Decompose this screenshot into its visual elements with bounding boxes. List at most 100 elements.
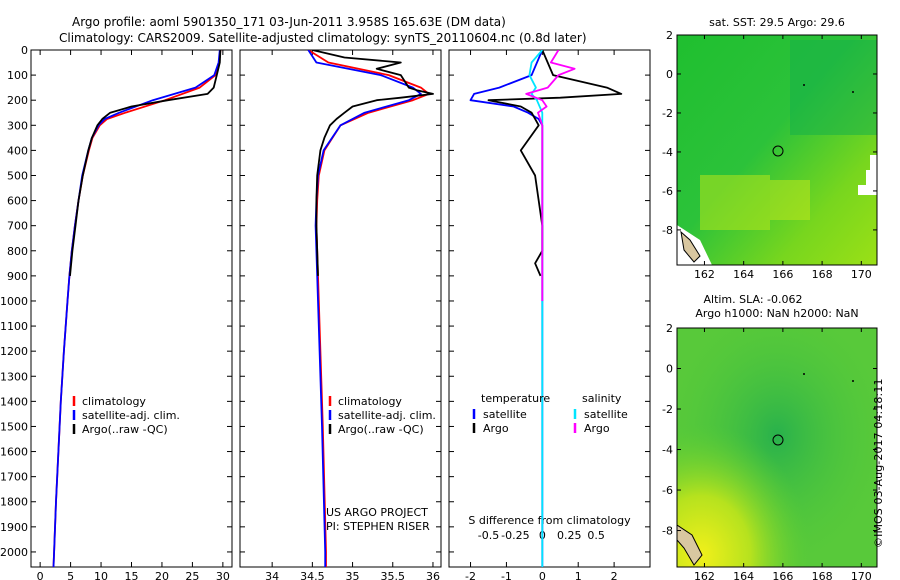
x-tick-label: 162 — [694, 570, 715, 580]
sla-map-subtitle: Argo h1000: NaN h2000: NaN — [695, 307, 858, 320]
map-island-dot — [852, 380, 854, 382]
x-tick-label: -2 — [465, 570, 476, 580]
legend-label: satellite-adj. clim. — [338, 409, 436, 422]
legend-group-title: salinity — [582, 392, 622, 405]
sst-nodata-east — [858, 155, 877, 195]
y-tick-label: 2000 — [0, 546, 28, 559]
sla-map: Altim. SLA: -0.062 Argo h1000: NaN h2000… — [662, 293, 878, 580]
sla-high-region — [677, 328, 877, 567]
x2-tick-label: -0.5 — [478, 529, 499, 542]
y-tick-label: 0 — [666, 363, 673, 376]
sst-warm-patch-2 — [770, 180, 810, 220]
y-tick-label: 900 — [7, 270, 28, 283]
x-tick-label: 1 — [575, 570, 582, 580]
x-tick-label: 0 — [539, 570, 546, 580]
y-tick-label: 100 — [7, 69, 28, 82]
plot-frame — [30, 49, 233, 568]
sst-map-title: sat. SST: 29.5 Argo: 29.6 — [709, 16, 845, 29]
legend-label: climatology — [82, 395, 146, 408]
sst-warm-patch — [700, 175, 770, 230]
plot-frame — [239, 49, 442, 568]
y-tick-label: 0 — [21, 44, 28, 57]
salinity-panel: 3434.53535.536salinityclimatologysatelli… — [239, 49, 442, 580]
series-line-argo-raw-qc — [69, 50, 222, 276]
x2-axis-label: S difference from climatology — [468, 514, 631, 527]
y-tick-label: -6 — [662, 484, 673, 497]
x-tick-label: 164 — [733, 268, 754, 281]
series-line-salinity-argo — [525, 50, 576, 301]
y-tick-label: 300 — [7, 119, 28, 132]
map-island-dot — [803, 373, 805, 375]
y-tick-label: 2 — [666, 29, 673, 42]
temperature-panel: 0100200300400500600700800900100011001200… — [0, 44, 233, 580]
x2-tick-label: 0.25 — [557, 529, 582, 542]
sla-map-title: Altim. SLA: -0.062 — [703, 293, 802, 306]
figure-subtitle: Climatology: CARS2009. Satellite-adjuste… — [59, 31, 587, 45]
legend-label: satellite — [584, 408, 628, 421]
y-tick-label: 1300 — [0, 370, 28, 383]
x2-tick-label: 0.5 — [587, 529, 605, 542]
project-annotation: PI: STEPHEN RISER — [326, 520, 430, 533]
x-tick-label: 34 — [265, 570, 279, 580]
x-tick-label: 36 — [426, 570, 440, 580]
x-tick-label: 5 — [67, 570, 74, 580]
y-tick-label: 1500 — [0, 420, 28, 433]
x-tick-label: 170 — [851, 570, 872, 580]
legend-label: Argo(..raw -QC) — [338, 423, 424, 436]
y-tick-label: -8 — [662, 224, 673, 237]
sst-nodata-southwest — [677, 225, 712, 265]
land-island — [680, 230, 701, 263]
x2-tick-label: -0.25 — [501, 529, 529, 542]
y-tick-label: -2 — [662, 107, 673, 120]
x-tick-label: 162 — [694, 268, 715, 281]
plot-frame — [448, 49, 651, 568]
legend-label: satellite-adj. clim. — [82, 409, 180, 422]
project-annotation: US ARGO PROJECT — [326, 506, 428, 519]
y-tick-label: 1600 — [0, 446, 28, 459]
x-tick-label: 168 — [812, 268, 833, 281]
figure-title: Argo profile: aoml 5901350_171 03-Jun-20… — [72, 15, 506, 29]
x-tick-label: 15 — [125, 570, 139, 580]
y-tick-label: 2 — [666, 322, 673, 335]
y-tick-label: 500 — [7, 169, 28, 182]
legend-label: satellite — [483, 408, 527, 421]
difference-panel: -2-1012T difference from climatologyS di… — [448, 49, 651, 580]
legend-label: Argo — [584, 422, 610, 435]
x-tick-label: 168 — [812, 570, 833, 580]
land-island — [677, 524, 703, 566]
y-tick-label: 1900 — [0, 521, 28, 534]
x-tick-label: 35 — [346, 570, 360, 580]
copyright-credit: ©IMOS 03-Aug-2017 04:18:11 — [872, 378, 885, 548]
map-island-dot — [803, 84, 805, 86]
x-tick-label: 166 — [772, 570, 793, 580]
y-tick-label: 400 — [7, 144, 28, 157]
legend-group-title: temperature — [481, 392, 550, 405]
y-tick-label: 800 — [7, 245, 28, 258]
y-tick-label: -6 — [662, 185, 673, 198]
legend-label: Argo — [483, 422, 509, 435]
sst-map-frame — [676, 34, 878, 266]
sst-cool-patch — [790, 40, 877, 135]
legend-label: Argo(..raw -QC) — [82, 423, 168, 436]
legend-label: climatology — [338, 395, 402, 408]
y-tick-label: -4 — [662, 146, 673, 159]
series-line-argo-raw-qc — [312, 50, 434, 276]
y-tick-label: -2 — [662, 403, 673, 416]
y-tick-label: 700 — [7, 220, 28, 233]
sst-map-axes: 162 164 166 168 170 2 0 -2 -4 -6 -8 — [662, 29, 877, 281]
y-tick-label: 1100 — [0, 320, 28, 333]
sla-map-axes: 162 164 166 168 170 2 0 -2 -4 -6 -8 — [662, 322, 877, 580]
y-tick-label: -8 — [662, 525, 673, 538]
argo-position-marker — [772, 145, 784, 157]
x-tick-label: 170 — [851, 268, 872, 281]
x-tick-label: 30 — [216, 570, 230, 580]
x-tick-label: 34.5 — [300, 570, 325, 580]
x-tick-label: 2 — [611, 570, 618, 580]
x-tick-label: 0 — [37, 570, 44, 580]
y-tick-label: 1200 — [0, 345, 28, 358]
y-tick-label: 1000 — [0, 295, 28, 308]
x-tick-label: 164 — [733, 570, 754, 580]
x-tick-label: -1 — [501, 570, 512, 580]
y-tick-label: 600 — [7, 195, 28, 208]
